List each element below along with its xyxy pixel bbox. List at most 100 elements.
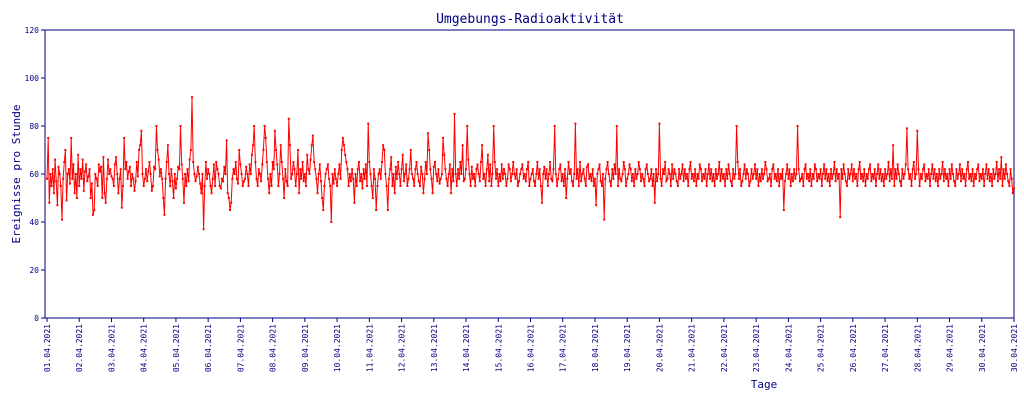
data-point [521,163,524,166]
data-point [611,168,614,171]
data-point [809,168,812,171]
data-point [646,173,649,175]
data-point [786,163,789,166]
data-point [884,168,887,171]
data-point [513,173,516,175]
data-point [831,177,834,180]
data-point [619,177,622,180]
data-point [992,168,995,171]
data-point [630,180,633,183]
data-point [176,177,179,180]
data-point [583,177,586,180]
data-point [509,180,512,183]
data-point [391,185,394,187]
data-point [484,185,487,187]
data-point [879,168,882,171]
data-point [637,161,640,163]
data-point [780,177,783,180]
data-point [610,185,613,187]
data-point [126,177,129,180]
data-point [294,185,297,187]
data-point [468,173,471,175]
data-point [943,168,946,171]
data-point [482,177,485,180]
data-point [476,163,479,166]
data-point [572,185,575,187]
data-point [315,177,318,180]
data-point [410,173,413,175]
data-point [147,170,150,173]
data-point [1008,185,1011,187]
data-point [154,168,157,171]
data-point [885,177,888,180]
data-point [743,163,746,166]
data-point [189,149,192,151]
data-point [196,165,199,168]
data-point [153,165,156,168]
x-tick-label: 27.04.2021 [881,324,890,372]
data-point [643,185,646,187]
data-point [930,173,933,175]
data-point [307,168,310,171]
data-point [306,153,309,156]
data-point [507,163,510,166]
data-point [303,173,306,175]
data-point [397,161,400,163]
data-point [671,163,674,166]
data-point [976,168,979,171]
x-tick-label: 19.04.2021 [623,324,632,372]
data-point [284,168,287,171]
y-tick-label: 100 [25,74,40,83]
data-point [458,177,461,180]
data-point [447,173,450,175]
data-point [832,173,835,175]
data-point [626,177,629,180]
data-point [789,185,792,187]
data-point [179,125,182,127]
data-point [842,163,845,166]
data-point [204,161,207,163]
data-point [866,177,869,180]
data-point [985,163,988,166]
data-point [929,185,931,187]
data-point [421,173,424,175]
data-point [497,185,500,187]
data-point [591,168,594,171]
data-point [51,168,54,171]
data-point [691,173,694,175]
x-tick-label: 30.04.2021 [978,324,987,372]
data-point [178,168,181,171]
data-point [130,185,132,187]
x-tick-label: 09.04.2021 [301,324,310,372]
data-point [656,180,659,183]
data-point [644,168,647,171]
data-point [460,173,463,175]
data-point [291,173,294,175]
data-point [628,163,631,166]
data-point [221,177,223,180]
data-point [642,177,645,180]
data-point [287,117,290,120]
x-tick-label: 28.04.2021 [913,324,922,372]
data-point [226,192,229,195]
data-point [864,185,867,187]
data-point [408,168,411,171]
data-point [767,177,770,180]
data-point [405,163,408,166]
data-point [225,139,228,142]
data-point [839,216,842,219]
data-point [702,173,705,175]
x-tick-label: 05.04.2021 [172,324,181,372]
data-point [742,173,745,175]
data-point [843,173,846,175]
data-point [285,180,288,183]
data-point [632,173,634,175]
data-point [861,173,863,175]
data-point [566,177,569,180]
data-point [1010,177,1013,180]
data-point [506,177,509,180]
data-point [841,177,844,180]
data-point [946,173,949,175]
data-point [160,168,162,171]
x-tick-label: 12.04.2021 [398,324,407,372]
